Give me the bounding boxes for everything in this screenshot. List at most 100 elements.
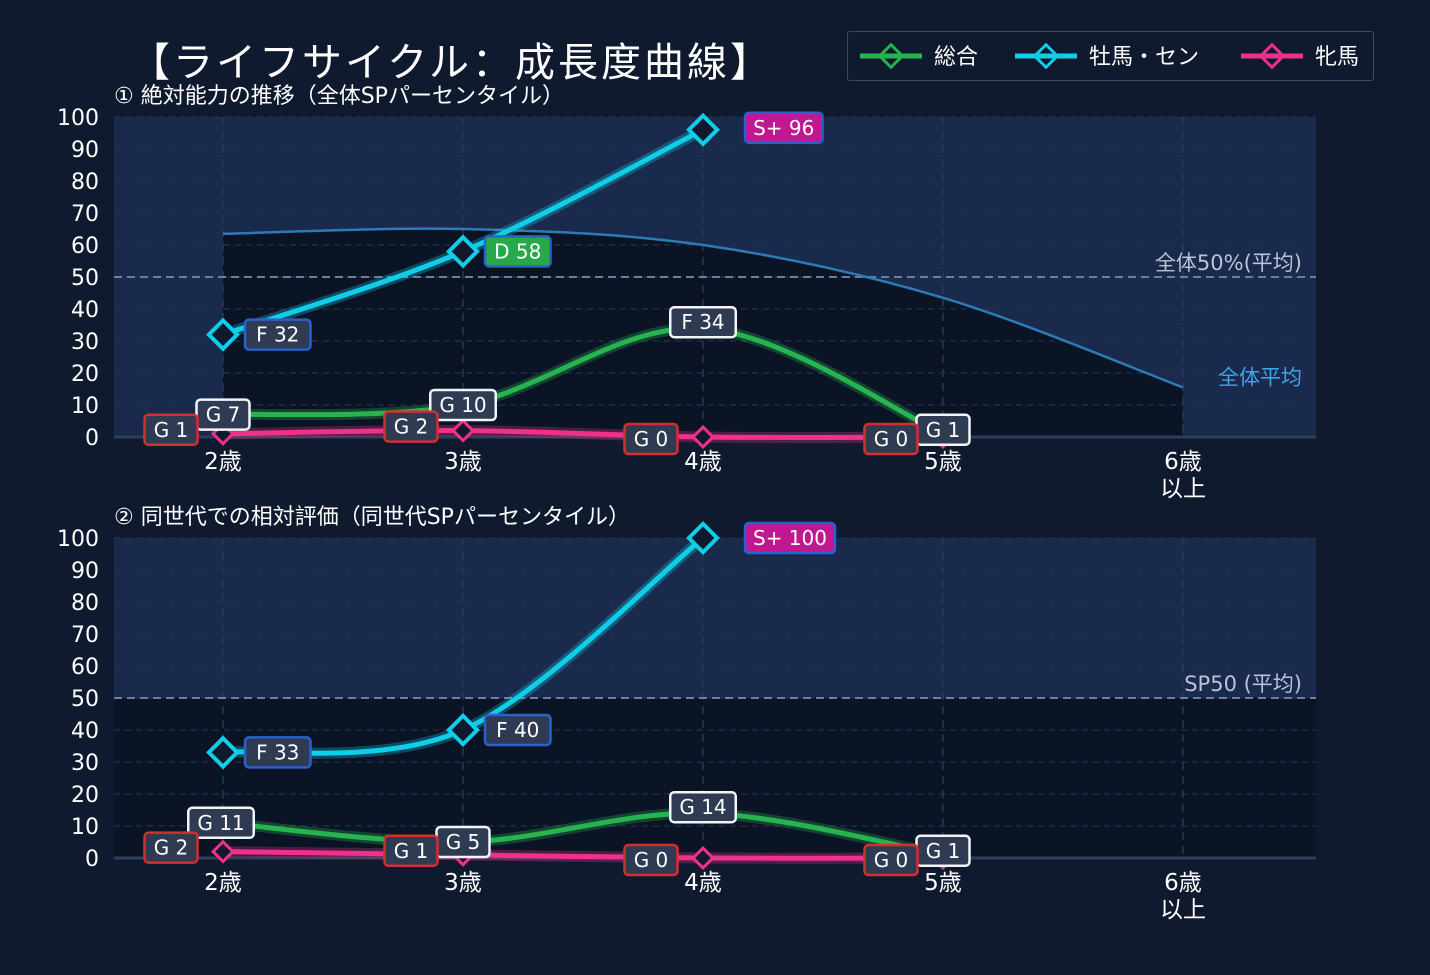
data-label-text: F 34 — [681, 310, 724, 334]
data-label-female: G 0 — [623, 422, 679, 456]
y-tick-label: 0 — [85, 426, 99, 451]
data-label-male: F 33 — [243, 736, 312, 769]
y-tick-label: 40 — [71, 298, 99, 323]
data-label-box — [669, 305, 737, 339]
data-label-female: G 0 — [863, 422, 919, 456]
point-marker-female — [690, 424, 716, 450]
data-label-box — [243, 318, 312, 351]
data-label-box — [429, 388, 497, 422]
point-marker-male — [206, 735, 240, 770]
point-marker-total — [939, 429, 947, 438]
y-tick-label: 60 — [71, 234, 99, 259]
y-tick-label: 20 — [71, 783, 99, 808]
legend-graphics: 総合 牡馬・セン 牝馬 — [860, 42, 1359, 70]
x-tick-label: 3歳 — [444, 449, 482, 475]
y-tick-label: 30 — [71, 330, 99, 355]
point-marker-total — [219, 410, 227, 419]
data-label-total: G 5 — [435, 825, 491, 859]
x-tick-label: 以上 — [1160, 476, 1206, 502]
data-label-text: G 1 — [926, 418, 961, 442]
legend-item: 牡馬・セン — [1015, 42, 1199, 70]
data-label-female: G 0 — [623, 843, 679, 877]
data-label-total: G 11 — [187, 806, 255, 840]
legend-marker — [877, 42, 905, 70]
point-marker-total — [459, 838, 467, 846]
point-marker-female — [450, 842, 476, 867]
average-curve-label: 全体平均 — [1218, 365, 1302, 389]
data-label-female: G 2 — [143, 831, 199, 864]
data-label-text: G 1 — [394, 839, 429, 863]
data-label-male: S+ 100 — [743, 521, 837, 555]
data-label-text: G 0 — [634, 848, 669, 872]
data-label-total: F 34 — [669, 305, 737, 339]
x-tick-label: 2歳 — [204, 449, 242, 475]
data-label-box — [863, 843, 919, 877]
plot-relative: 0 10 20 30 40 50 60 70 80 90 100 SP50 (平均) 2歳 3歳 4歳 5歳 6… — [57, 521, 1316, 923]
data-label-female: G 0 — [863, 843, 919, 877]
data-label-box — [143, 831, 199, 864]
data-label-box — [743, 521, 837, 555]
y-tick-label: 30 — [71, 751, 99, 776]
series-glow-female — [217, 425, 949, 443]
y-tick-label: 90 — [71, 559, 99, 584]
y-tick-label: 10 — [71, 815, 99, 840]
point-marker-male — [206, 317, 240, 352]
y-tick-label: 70 — [71, 202, 99, 227]
data-label-box — [669, 790, 737, 824]
series-line-female — [220, 428, 946, 440]
data-label-box — [623, 422, 679, 456]
point-marker-male — [686, 521, 720, 555]
data-label-text: G 10 — [439, 393, 486, 417]
plot-background — [114, 117, 1316, 437]
data-label-female: G 1 — [383, 834, 439, 868]
data-label-male: D 58 — [483, 235, 552, 268]
x-tick-label: 2歳 — [204, 870, 242, 896]
series-glow-total — [217, 322, 949, 440]
legend: 総合 牡馬・セン 牝馬 — [847, 31, 1374, 81]
legend-item: 総合 — [860, 42, 978, 70]
data-label-total: G 10 — [429, 388, 497, 422]
data-label-text: G 11 — [197, 811, 244, 835]
data-label-text: D 58 — [494, 239, 541, 263]
data-label-box — [915, 413, 971, 447]
point-marker-total — [939, 850, 947, 859]
data-label-female: G 1 — [143, 413, 199, 447]
y-tick-label: 60 — [71, 655, 99, 680]
data-label-total: G 1 — [915, 413, 971, 447]
legend-label: 総合 — [934, 45, 978, 70]
x-tick-label: 5歳 — [924, 870, 962, 896]
reference-label: 全体50%(平均) — [1155, 251, 1302, 275]
average-curve — [222, 227, 1184, 389]
point-marker-total — [699, 324, 707, 333]
y-tick-label: 10 — [71, 394, 99, 419]
data-label-male: F 32 — [243, 318, 312, 351]
plot-background — [114, 538, 1316, 858]
plot-absolute: 0 10 20 30 40 50 60 70 80 90 100 全体50%(平均) 全体平均 2歳 3歳 4… — [57, 106, 1316, 502]
data-label-total: G 7 — [195, 398, 251, 431]
chart-title: 【ライフサイクル：成長度曲線】 — [130, 40, 773, 86]
y-tick-label: 80 — [71, 170, 99, 195]
series-glow-female — [217, 846, 949, 864]
data-label-box — [383, 834, 439, 868]
series-glow-male — [217, 124, 709, 341]
y-tick-label: 80 — [71, 591, 99, 616]
point-marker-female — [450, 418, 476, 443]
chart-1-subtitle: ① 絶対能力の推移（全体SPパーセンタイル） — [114, 84, 564, 109]
x-tick-label: 6歳 — [1164, 870, 1202, 896]
series-line-total — [220, 810, 946, 858]
above-average-band — [114, 538, 1316, 698]
legend-item: 牝馬 — [1241, 42, 1359, 70]
legend-marker — [1258, 42, 1286, 70]
point-marker-total — [699, 809, 707, 818]
point-marker-female — [690, 845, 716, 871]
y-tick-label: 70 — [71, 623, 99, 648]
data-label-text: G 0 — [634, 427, 669, 451]
data-label-box — [435, 825, 491, 859]
point-marker-total — [459, 401, 467, 409]
point-marker-male — [446, 234, 480, 269]
y-tick-label: 40 — [71, 719, 99, 744]
x-tick-label: 6歳 — [1164, 449, 1202, 475]
data-label-box — [195, 398, 251, 431]
data-label-text: G 2 — [394, 415, 429, 439]
data-label-text: F 40 — [496, 718, 539, 742]
